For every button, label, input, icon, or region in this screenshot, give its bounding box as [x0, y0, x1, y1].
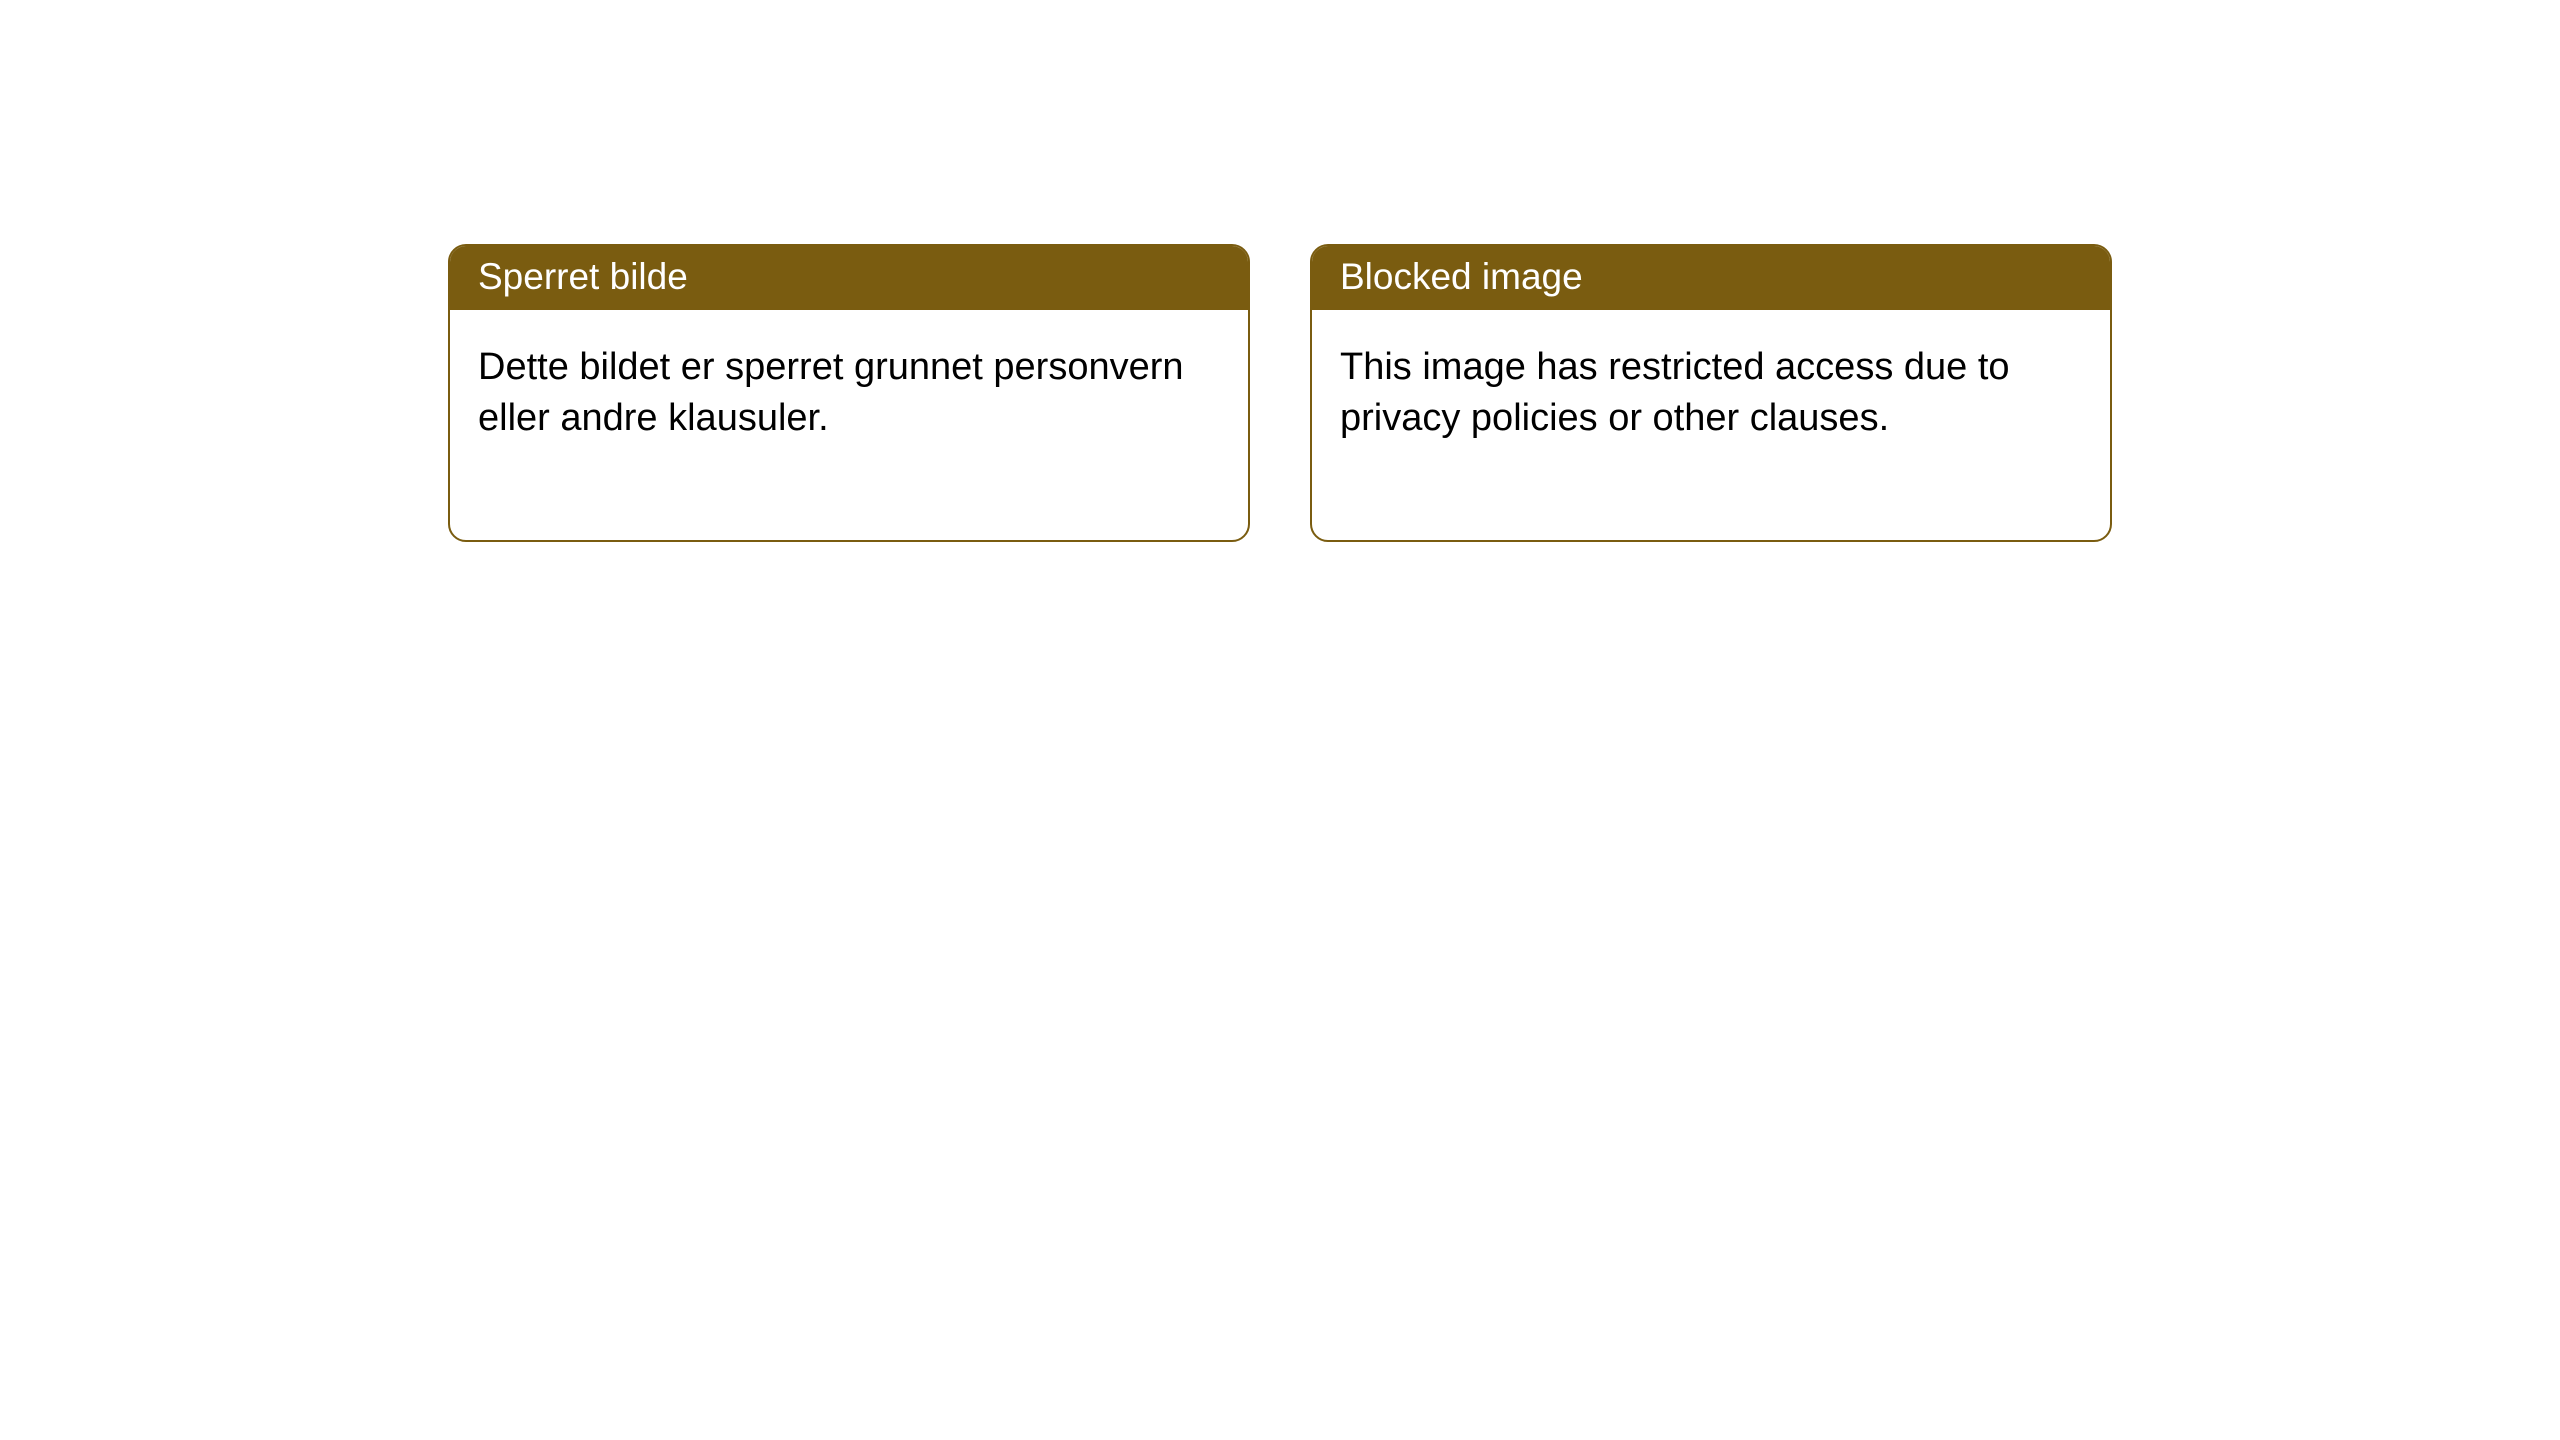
card-title: Blocked image: [1312, 246, 2110, 310]
card-body: Dette bildet er sperret grunnet personve…: [450, 310, 1248, 540]
notice-container: Sperret bilde Dette bildet er sperret gr…: [0, 0, 2560, 542]
card-title: Sperret bilde: [450, 246, 1248, 310]
blocked-image-card-no: Sperret bilde Dette bildet er sperret gr…: [448, 244, 1250, 542]
blocked-image-card-en: Blocked image This image has restricted …: [1310, 244, 2112, 542]
card-body: This image has restricted access due to …: [1312, 310, 2110, 540]
